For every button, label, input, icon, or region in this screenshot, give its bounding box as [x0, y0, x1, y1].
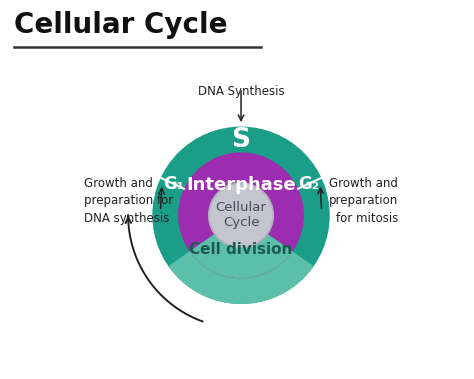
Text: Cellular Cycle: Cellular Cycle	[14, 11, 228, 39]
Circle shape	[209, 183, 273, 247]
Circle shape	[178, 152, 304, 278]
Text: S: S	[231, 127, 251, 152]
Wedge shape	[168, 215, 314, 304]
Wedge shape	[190, 215, 292, 278]
Text: Growth and
preparation for
DNA synthesis: Growth and preparation for DNA synthesis	[84, 177, 173, 225]
Circle shape	[152, 127, 330, 304]
Text: Growth and
preparation
for mitosis: Growth and preparation for mitosis	[329, 177, 398, 225]
Text: Cellular
Cycle: Cellular Cycle	[216, 201, 266, 229]
Text: DNA Synthesis: DNA Synthesis	[198, 85, 284, 98]
Text: G₂: G₂	[299, 175, 319, 193]
Text: Cell division: Cell division	[189, 242, 293, 257]
Text: Interphase: Interphase	[186, 176, 296, 194]
Text: G₁: G₁	[163, 175, 183, 193]
